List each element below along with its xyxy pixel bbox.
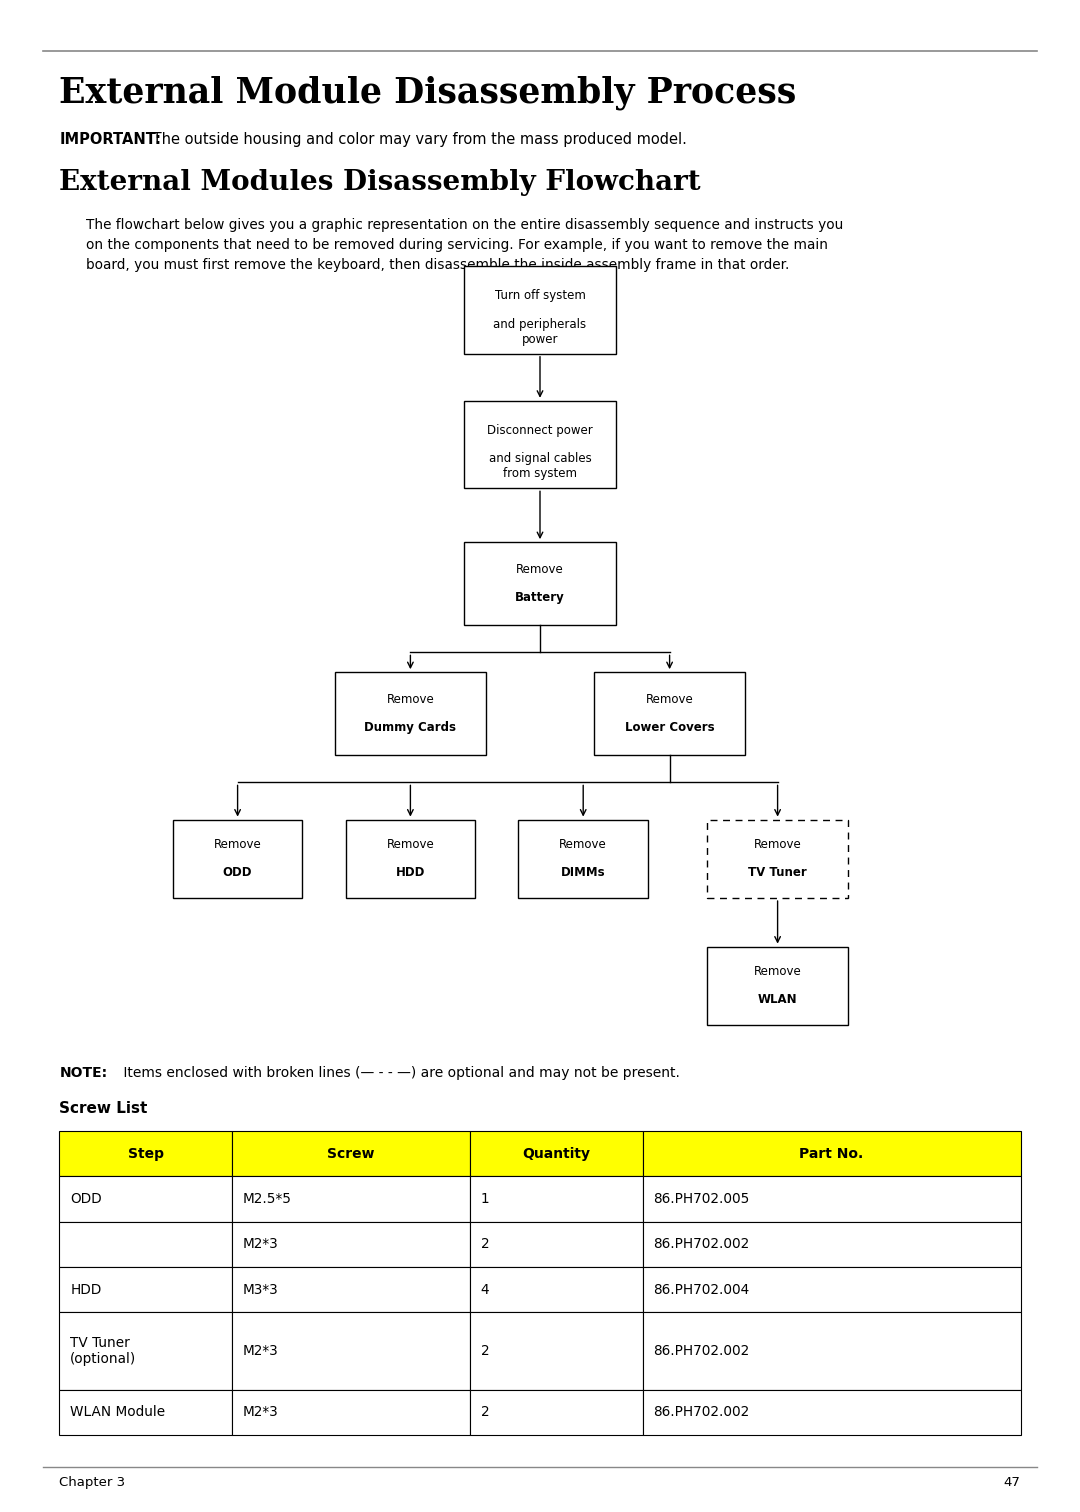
FancyBboxPatch shape: [464, 401, 616, 488]
Text: Step: Step: [127, 1146, 164, 1161]
Text: 86.PH702.002: 86.PH702.002: [653, 1237, 750, 1252]
Text: M3*3: M3*3: [243, 1282, 279, 1297]
Text: M2*3: M2*3: [243, 1237, 279, 1252]
Bar: [643, 1312, 1021, 1390]
FancyBboxPatch shape: [707, 820, 848, 898]
Bar: [470, 1267, 643, 1312]
Text: 47: 47: [1003, 1476, 1021, 1489]
Bar: [470, 1390, 643, 1435]
Bar: [232, 1312, 470, 1390]
Text: 86.PH702.005: 86.PH702.005: [653, 1191, 750, 1207]
Text: Remove: Remove: [646, 692, 693, 706]
Bar: [232, 1176, 470, 1222]
Text: Chapter 3: Chapter 3: [59, 1476, 125, 1489]
Text: WLAN Module: WLAN Module: [70, 1405, 165, 1420]
Text: Remove: Remove: [516, 562, 564, 576]
Text: External Modules Disassembly Flowchart: External Modules Disassembly Flowchart: [59, 169, 701, 197]
Text: Part No.: Part No.: [799, 1146, 864, 1161]
Text: DIMMs: DIMMs: [561, 866, 606, 880]
FancyBboxPatch shape: [707, 947, 848, 1025]
Text: Remove: Remove: [754, 838, 801, 851]
Text: Remove: Remove: [559, 838, 607, 851]
Text: M2.5*5: M2.5*5: [243, 1191, 292, 1207]
Bar: [59, 1267, 232, 1312]
Text: Remove: Remove: [387, 692, 434, 706]
Text: Remove: Remove: [214, 838, 261, 851]
FancyBboxPatch shape: [518, 820, 648, 898]
Bar: [232, 1390, 470, 1435]
Bar: [59, 1312, 232, 1390]
Text: ODD: ODD: [222, 866, 253, 880]
Bar: [643, 1176, 1021, 1222]
Text: TV Tuner: TV Tuner: [748, 866, 807, 880]
Text: 2: 2: [481, 1405, 489, 1420]
Bar: [643, 1222, 1021, 1267]
Bar: [59, 1390, 232, 1435]
Bar: [232, 1131, 470, 1176]
Bar: [643, 1390, 1021, 1435]
Text: The flowchart below gives you a graphic representation on the entire disassembly: The flowchart below gives you a graphic …: [86, 218, 843, 272]
Text: Lower Covers: Lower Covers: [625, 721, 714, 735]
Bar: [643, 1267, 1021, 1312]
FancyBboxPatch shape: [464, 541, 616, 626]
Bar: [59, 1222, 232, 1267]
Text: 2: 2: [481, 1344, 489, 1358]
Text: ODD: ODD: [70, 1191, 102, 1207]
FancyBboxPatch shape: [173, 820, 302, 898]
Text: Remove: Remove: [754, 965, 801, 978]
Text: Screw: Screw: [327, 1146, 375, 1161]
FancyBboxPatch shape: [594, 671, 745, 754]
Text: NOTE:: NOTE:: [59, 1066, 108, 1080]
Text: The outside housing and color may vary from the mass produced model.: The outside housing and color may vary f…: [148, 132, 687, 147]
Text: IMPORTANT:: IMPORTANT:: [59, 132, 161, 147]
Bar: [470, 1176, 643, 1222]
Text: 2: 2: [481, 1237, 489, 1252]
Text: and signal cables
from system: and signal cables from system: [488, 452, 592, 481]
Text: Turn off system: Turn off system: [495, 289, 585, 302]
Bar: [232, 1267, 470, 1312]
Bar: [59, 1131, 232, 1176]
Text: and peripherals
power: and peripherals power: [494, 318, 586, 346]
Bar: [470, 1312, 643, 1390]
Text: Remove: Remove: [387, 838, 434, 851]
Text: M2*3: M2*3: [243, 1405, 279, 1420]
Text: 86.PH702.002: 86.PH702.002: [653, 1405, 750, 1420]
Bar: [232, 1222, 470, 1267]
FancyBboxPatch shape: [346, 820, 475, 898]
Text: 86.PH702.002: 86.PH702.002: [653, 1344, 750, 1358]
Text: HDD: HDD: [395, 866, 426, 880]
Text: HDD: HDD: [70, 1282, 102, 1297]
Text: Disconnect power: Disconnect power: [487, 423, 593, 437]
Text: WLAN: WLAN: [758, 993, 797, 1007]
Text: Battery: Battery: [515, 591, 565, 605]
Text: 4: 4: [481, 1282, 489, 1297]
Text: Screw List: Screw List: [59, 1101, 148, 1116]
Bar: [470, 1131, 643, 1176]
Text: 1: 1: [481, 1191, 489, 1207]
Bar: [59, 1176, 232, 1222]
Bar: [643, 1131, 1021, 1176]
FancyBboxPatch shape: [464, 266, 616, 354]
Bar: [470, 1222, 643, 1267]
Text: 86.PH702.004: 86.PH702.004: [653, 1282, 750, 1297]
Text: Dummy Cards: Dummy Cards: [364, 721, 457, 735]
Text: M2*3: M2*3: [243, 1344, 279, 1358]
Text: External Module Disassembly Process: External Module Disassembly Process: [59, 76, 797, 110]
Text: TV Tuner
(optional): TV Tuner (optional): [70, 1337, 136, 1365]
Text: Quantity: Quantity: [523, 1146, 590, 1161]
FancyBboxPatch shape: [335, 671, 486, 754]
Text: Items enclosed with broken lines (— - - —) are optional and may not be present.: Items enclosed with broken lines (— - - …: [119, 1066, 679, 1080]
